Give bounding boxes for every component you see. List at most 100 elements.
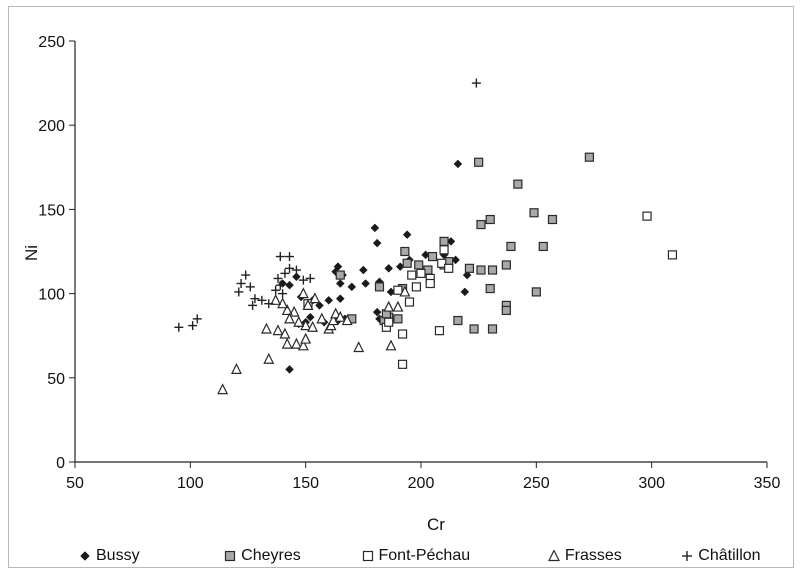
legend-label: Cheyres — [241, 547, 301, 564]
data-point-ch-tillon — [275, 280, 285, 290]
data-point-font-p-chau — [642, 211, 652, 221]
data-point-cheyres — [584, 152, 594, 162]
y-tick-label: 250 — [38, 34, 65, 51]
data-point-cheyres — [474, 157, 484, 167]
data-point-font-p-chau — [411, 282, 421, 292]
data-point-cheyres — [501, 260, 511, 270]
y-tick-label: 50 — [47, 371, 65, 388]
data-point-bussy — [315, 301, 324, 310]
data-point-frasses — [300, 319, 312, 331]
data-point-frasses — [300, 332, 312, 344]
data-point-bussy — [292, 272, 301, 282]
data-point-ch-tillon — [245, 282, 255, 292]
data-point-cheyres — [506, 241, 516, 252]
legend-label: Font-Péchau — [378, 547, 471, 564]
series-frasses — [217, 285, 411, 395]
legend-label: Châtillon — [698, 547, 761, 564]
data-point-cheyres — [464, 263, 475, 273]
x-tick-label: 50 — [66, 475, 84, 492]
data-point-font-p-chau — [397, 359, 408, 369]
data-point-ch-tillon — [285, 263, 295, 273]
data-point-cheyres — [547, 214, 558, 225]
data-point-frasses — [260, 322, 272, 334]
data-point-bussy — [462, 270, 472, 280]
data-point-bussy — [324, 295, 334, 305]
data-point-bussy — [305, 312, 315, 322]
data-point-frasses — [279, 327, 291, 339]
data-point-font-p-chau — [416, 268, 426, 278]
data-point-cheyres — [485, 283, 495, 294]
data-point-font-p-chau — [434, 326, 445, 336]
data-point-bussy — [285, 365, 294, 374]
legend-item-ch-tillon: Châtillon — [681, 547, 799, 565]
x-tick-label: 350 — [754, 475, 781, 492]
data-point-font-p-chau — [667, 250, 678, 260]
x-tick-label: 250 — [523, 475, 550, 492]
legend-label: Bussy — [96, 547, 140, 564]
legend-item-cheyres: Cheyres — [224, 547, 361, 565]
y-tick-label: 100 — [38, 287, 65, 304]
legend-item-frasses: Frasses — [547, 547, 681, 565]
legend-marker-font-p-chau — [362, 550, 373, 562]
data-point-ch-tillon — [188, 321, 198, 331]
data-point-frasses — [341, 314, 353, 326]
data-point-font-p-chau — [437, 258, 447, 268]
data-point-ch-tillon — [298, 275, 308, 285]
data-point-ch-tillon — [291, 265, 301, 275]
data-point-cheyres — [414, 260, 424, 270]
legend-marker-cheyres — [225, 550, 236, 562]
data-point-cheyres — [374, 282, 385, 292]
data-point-frasses — [272, 324, 284, 336]
data-point-frasses — [334, 310, 346, 322]
data-point-frasses — [327, 314, 339, 326]
data-point-ch-tillon — [275, 252, 285, 262]
data-point-bussy — [370, 223, 380, 233]
data-point-bussy — [335, 294, 345, 304]
y-tick-label: 150 — [38, 202, 65, 219]
data-point-frasses — [217, 383, 229, 395]
data-point-font-p-chau — [444, 263, 454, 273]
data-point-frasses — [297, 287, 309, 299]
data-point-frasses — [263, 352, 275, 364]
data-point-cheyres — [335, 270, 345, 280]
data-point-bussy — [372, 238, 382, 248]
data-point-cheyres — [476, 219, 486, 230]
data-point-frasses — [281, 337, 293, 349]
chart-frame: 50 100 150 200 250 300 350 0 50 100 150 200 250 Cr N… — [8, 6, 794, 568]
data-point-frasses — [277, 297, 289, 309]
legend-marker-ch-tillon — [682, 551, 693, 561]
data-point-cheyres — [529, 208, 539, 218]
data-point-ch-tillon — [257, 295, 267, 305]
data-point-frasses — [353, 341, 365, 353]
data-point-frasses — [297, 339, 309, 351]
data-point-frasses — [293, 315, 305, 327]
data-point-ch-tillon — [471, 78, 481, 88]
data-point-ch-tillon — [273, 273, 283, 283]
data-point-bussy — [285, 280, 294, 290]
data-point-cheyres — [538, 241, 548, 252]
legend-item-bussy: Bussy — [79, 547, 224, 565]
data-points — [174, 78, 678, 395]
x-tick-label: 300 — [638, 475, 665, 492]
x-tick-label: 200 — [408, 475, 435, 492]
data-point-cheyres — [402, 258, 412, 268]
data-point-bussy — [384, 263, 394, 273]
data-point-bussy — [358, 265, 368, 275]
legend-marker-bussy — [80, 551, 90, 561]
data-point-frasses — [290, 337, 302, 349]
data-point-frasses — [383, 300, 395, 312]
data-point-frasses — [399, 285, 411, 297]
data-point-frasses — [307, 320, 319, 332]
data-point-cheyres — [501, 305, 511, 316]
data-point-font-p-chau — [425, 278, 435, 289]
data-point-font-p-chau — [393, 285, 403, 295]
data-point-cheyres — [400, 246, 410, 257]
data-point-ch-tillon — [280, 268, 290, 278]
legend-item-font-p-chau: Font-Péchau — [362, 547, 548, 565]
series-font-p-chau — [303, 211, 678, 369]
data-point-ch-tillon — [236, 278, 246, 288]
data-point-ch-tillon — [305, 273, 315, 283]
data-point-frasses — [281, 304, 293, 316]
data-point-frasses — [316, 312, 328, 324]
